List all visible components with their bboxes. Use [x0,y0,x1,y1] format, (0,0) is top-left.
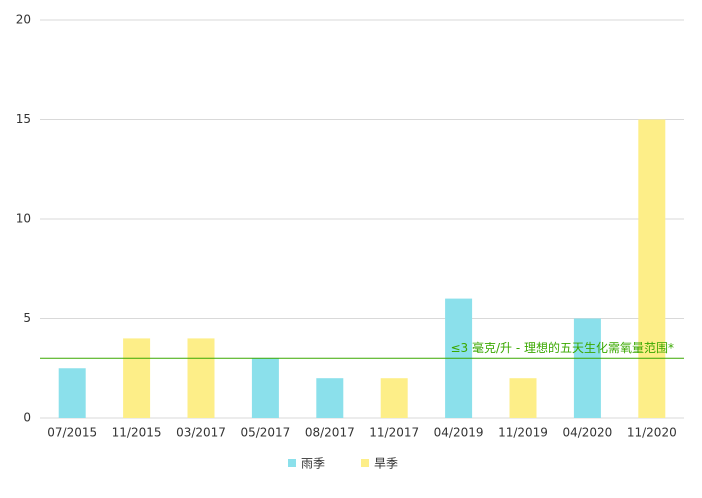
x-tick-label: 11/2019 [498,426,548,440]
bar [509,378,537,418]
x-tick-label: 04/2020 [562,426,612,440]
bar [638,119,666,418]
y-tick-label: 10 [16,212,31,226]
bar [187,338,215,418]
bar [573,318,601,418]
bar [380,378,408,418]
bar [316,378,344,418]
x-tick-label: 05/2017 [240,426,290,440]
y-tick-label: 0 [23,411,31,425]
y-tick-label: 15 [16,112,31,126]
x-tick-label: 07/2015 [47,426,97,440]
legend-label: 雨季 [301,457,325,471]
legend-swatch [361,459,369,467]
x-tick-label: 08/2017 [305,426,355,440]
y-tick-label: 5 [23,311,31,325]
x-tick-label: 11/2015 [112,426,162,440]
x-tick-label: 04/2019 [434,426,484,440]
y-tick-label: 20 [16,13,31,27]
bar [123,338,151,418]
x-tick-label: 11/2020 [627,426,677,440]
x-tick-label: 11/2017 [369,426,419,440]
legend-swatch [288,459,296,467]
bar [58,368,86,418]
bar [251,358,279,418]
legend-label: 旱季 [374,457,398,471]
x-tick-label: 03/2017 [176,426,226,440]
reference-label: ≤3 毫克/升 - 理想的五天生化需氧量范围* [450,340,674,355]
